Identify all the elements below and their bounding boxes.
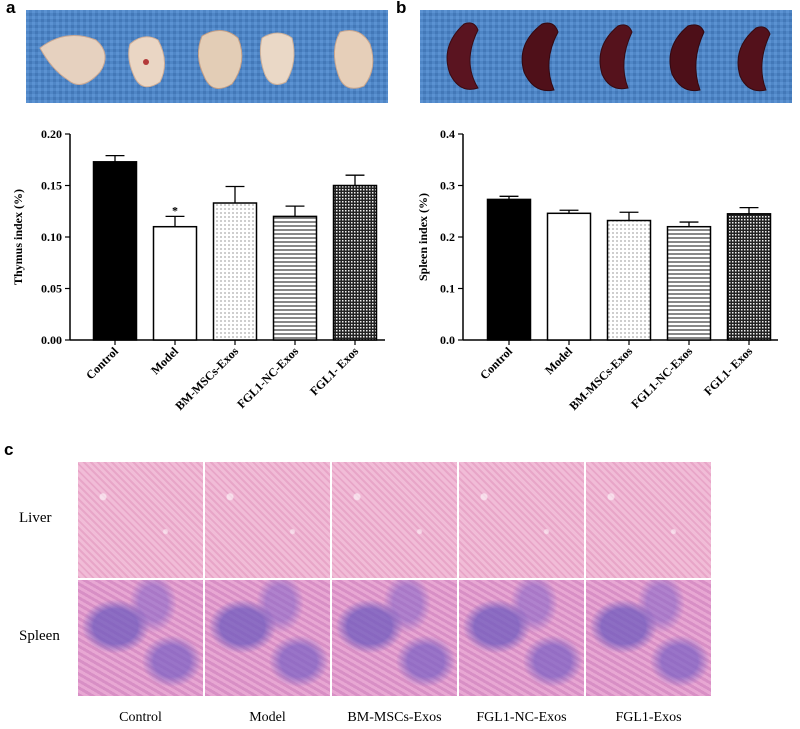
histology-image bbox=[459, 462, 584, 578]
row-label-liver: Liver bbox=[19, 510, 52, 526]
histology-image bbox=[332, 580, 457, 696]
panel-label-a: a bbox=[6, 0, 16, 17]
histology-image bbox=[459, 580, 584, 696]
thymus-photo bbox=[26, 10, 388, 103]
panel-label-b: b bbox=[396, 0, 407, 17]
histology-image bbox=[78, 462, 203, 578]
column-label: FGL1-Exos bbox=[615, 710, 682, 725]
column-label: Control bbox=[119, 710, 162, 725]
panel-label-c: c bbox=[4, 440, 14, 459]
row-label-spleen: Spleen bbox=[19, 628, 60, 644]
column-label: BM-MSCs-Exos bbox=[347, 710, 442, 725]
column-label: FGL1-NC-Exos bbox=[476, 710, 567, 725]
histology-image bbox=[205, 580, 330, 696]
spleen-photo bbox=[420, 10, 792, 103]
histology-image bbox=[78, 580, 203, 696]
histology-image bbox=[205, 462, 330, 578]
histology-image bbox=[332, 462, 457, 578]
histology-image bbox=[586, 580, 711, 696]
histology-image bbox=[586, 462, 711, 578]
column-label: Model bbox=[249, 710, 286, 725]
